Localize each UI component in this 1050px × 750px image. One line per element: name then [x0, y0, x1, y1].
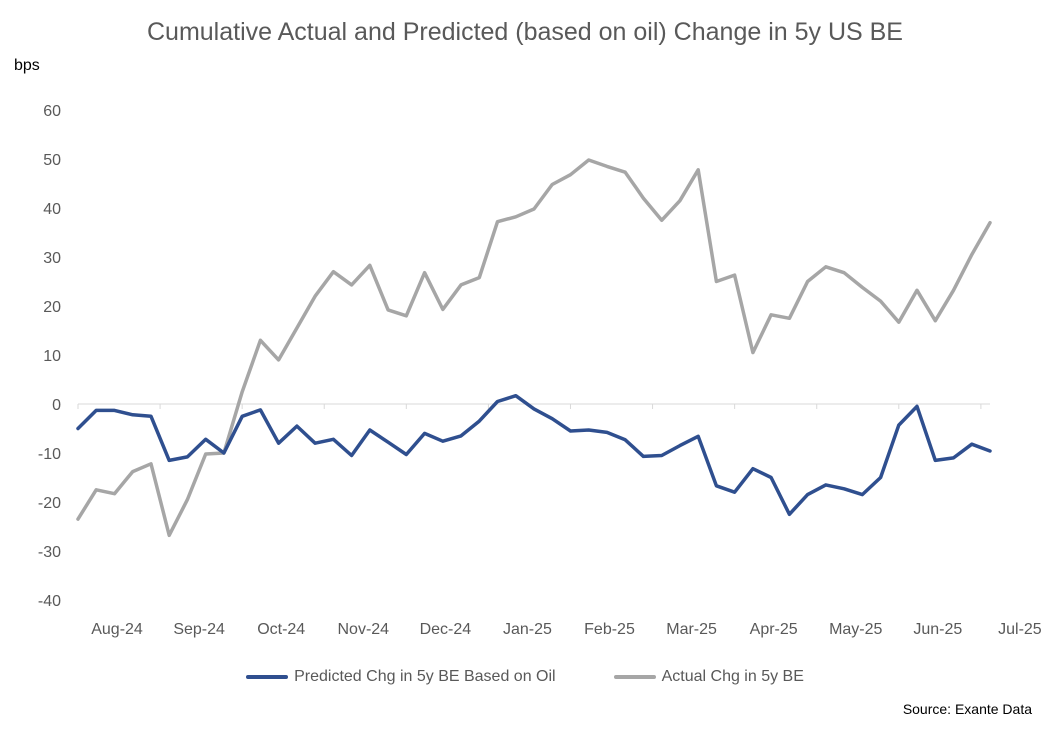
- x-tick-label: Sep-24: [173, 621, 225, 638]
- legend-item-actual: Actual Chg in 5y BE: [613, 668, 804, 686]
- legend-item-predicted: Predicted Chg in 5y BE Based on Oil: [246, 668, 556, 686]
- x-tick-label: Jun-25: [913, 621, 962, 638]
- x-tick-label: Apr-25: [750, 621, 798, 638]
- x-tick-label: Aug-24: [91, 621, 143, 638]
- x-tick-label: Dec-24: [420, 621, 472, 638]
- y-tick-label: 20: [43, 299, 61, 316]
- legend-swatch-predicted: [246, 675, 289, 679]
- y-axis-unit-label: bps: [14, 57, 40, 74]
- y-tick-label: 40: [43, 201, 61, 218]
- legend-label-predicted: Predicted Chg in 5y BE Based on Oil: [294, 668, 556, 685]
- x-tick-label: Oct-24: [257, 621, 305, 638]
- x-tick-label: Jul-25: [998, 621, 1042, 638]
- y-tick-label: 50: [43, 152, 61, 169]
- y-tick-label: 0: [52, 397, 61, 414]
- legend-swatch-actual: [613, 675, 656, 679]
- y-tick-label: 30: [43, 250, 61, 267]
- chart-title: Cumulative Actual and Predicted (based o…: [147, 18, 903, 46]
- x-tick-label: Mar-25: [666, 621, 717, 638]
- x-tick-label: May-25: [829, 621, 882, 638]
- y-tick-label: 10: [43, 348, 61, 365]
- x-axis: Aug-24 Sep-24 Oct-24 Nov-24 Dec-24 Jan-25 Feb-…: [77, 403, 1042, 638]
- y-tick-label: -40: [38, 593, 61, 610]
- y-tick-label: -10: [38, 446, 61, 463]
- x-tick-label: Feb-25: [584, 621, 635, 638]
- y-tick-label: -20: [38, 495, 61, 512]
- x-tick-label: Jan-25: [503, 621, 552, 638]
- source-note: Source: Exante Data: [902, 701, 1032, 717]
- x-tick-label: Nov-24: [337, 621, 389, 638]
- series-lines: [76, 158, 992, 538]
- y-axis-ticks: -40 -30 -20 -10 0 10 20 30 40 50 60: [38, 103, 61, 610]
- y-tick-label: -30: [38, 544, 61, 561]
- series-line-predicted: [76, 393, 992, 517]
- series-line-actual: [76, 158, 992, 538]
- legend-label-actual: Actual Chg in 5y BE: [661, 668, 804, 685]
- y-tick-label: 60: [43, 103, 61, 120]
- legend: Predicted Chg in 5y BE Based on Oil Actu…: [0, 668, 1050, 686]
